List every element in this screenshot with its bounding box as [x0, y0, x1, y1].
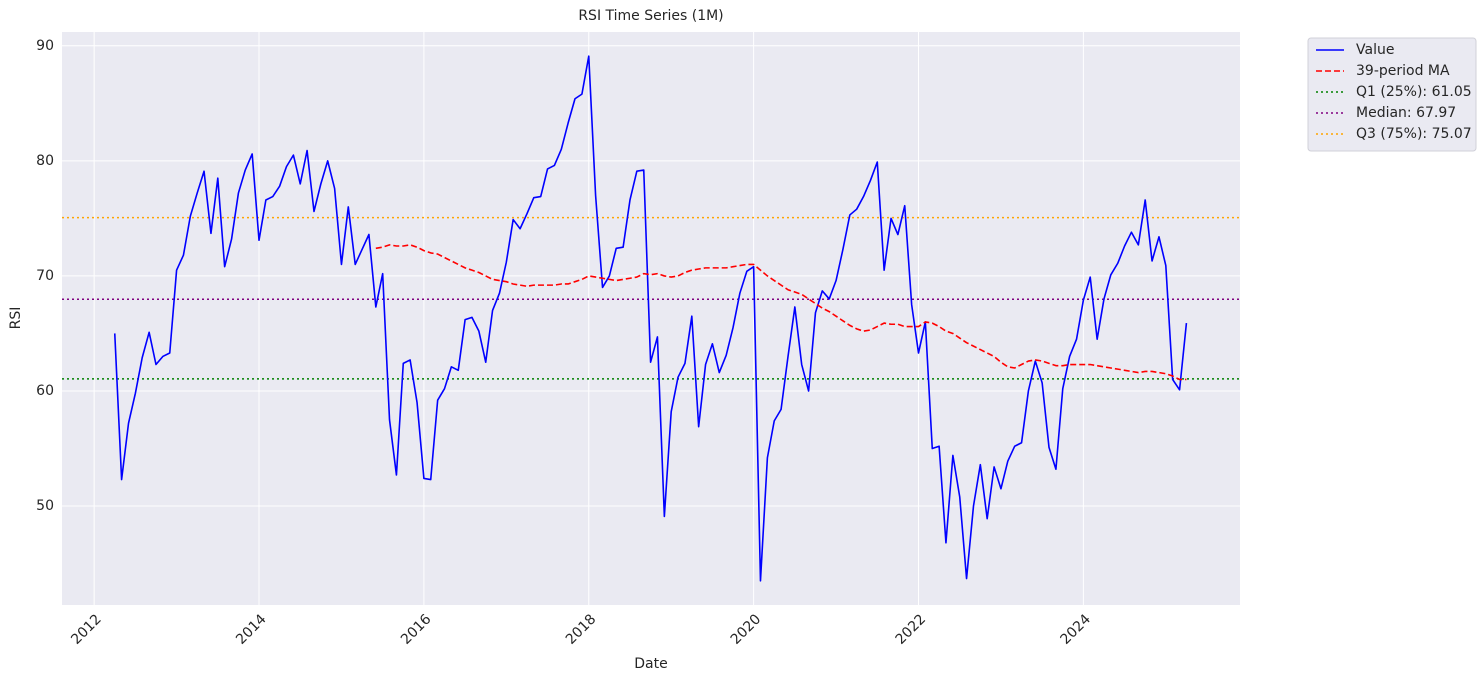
x-tick-label: 2020 — [728, 611, 765, 648]
marks — [62, 55, 1240, 582]
x-tick-label: 2024 — [1058, 611, 1095, 648]
legend-label: Q3 (75%): 75.07 — [1356, 126, 1472, 142]
x-tick-label: 2014 — [233, 611, 270, 648]
legend-label: Q1 (25%): 61.05 — [1356, 84, 1472, 100]
y-tick-label: 90 — [36, 38, 54, 54]
y-axis-label: RSI — [8, 307, 24, 330]
x-tick-label: 2012 — [68, 611, 105, 648]
legend-label: Median: 67.97 — [1356, 105, 1456, 121]
legend-box — [1307, 37, 1477, 152]
y-tick-label: 50 — [36, 498, 54, 514]
legend-label: 39-period MA — [1356, 63, 1450, 79]
x-tick-label: 2018 — [563, 611, 600, 648]
chart-title: RSI Time Series (1M) — [578, 8, 723, 24]
x-tick-label: 2016 — [398, 611, 435, 648]
y-tick-label: 80 — [36, 153, 54, 169]
x-axis-label: Date — [634, 656, 667, 672]
x-tick-label: 2022 — [893, 611, 930, 648]
y-tick-label: 60 — [36, 383, 54, 399]
plot-background — [62, 32, 1240, 605]
legend-label: Value — [1356, 42, 1394, 58]
legend: Value 39-period MA Q1 (25%): 61.05 Median: … — [1316, 42, 1472, 142]
series-line — [375, 244, 1187, 381]
y-tick-label: 70 — [36, 268, 54, 284]
grid: 50 60 70 80 90 2012 2014 2016 2018 2020 2022 2024 — [36, 32, 1240, 648]
series-line — [113, 55, 1188, 582]
